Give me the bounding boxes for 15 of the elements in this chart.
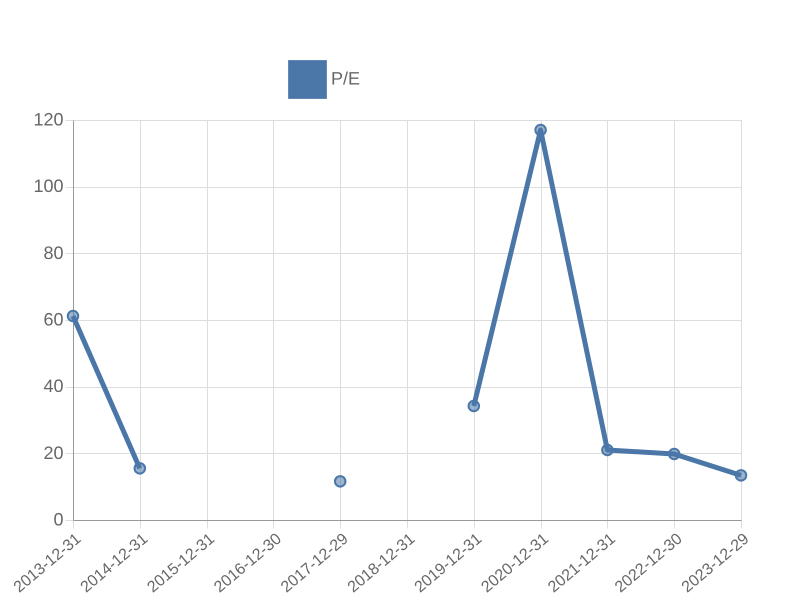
point (134, 462, 146, 475)
y-tick-label: 20 (43, 442, 64, 463)
point (334, 475, 346, 488)
y-tick-label: 0 (53, 510, 64, 530)
point (534, 124, 547, 136)
point (601, 444, 614, 456)
y-tick-label: 80 (43, 242, 64, 263)
point (668, 448, 680, 460)
y-tick-label: 120 (33, 110, 64, 130)
y-tick-label: 60 (43, 310, 64, 330)
point (734, 469, 748, 482)
y-tick-label: 40 (43, 376, 64, 396)
y-tick-label: 100 (33, 176, 64, 196)
legend-label: P/E (331, 68, 360, 88)
point (468, 400, 480, 412)
